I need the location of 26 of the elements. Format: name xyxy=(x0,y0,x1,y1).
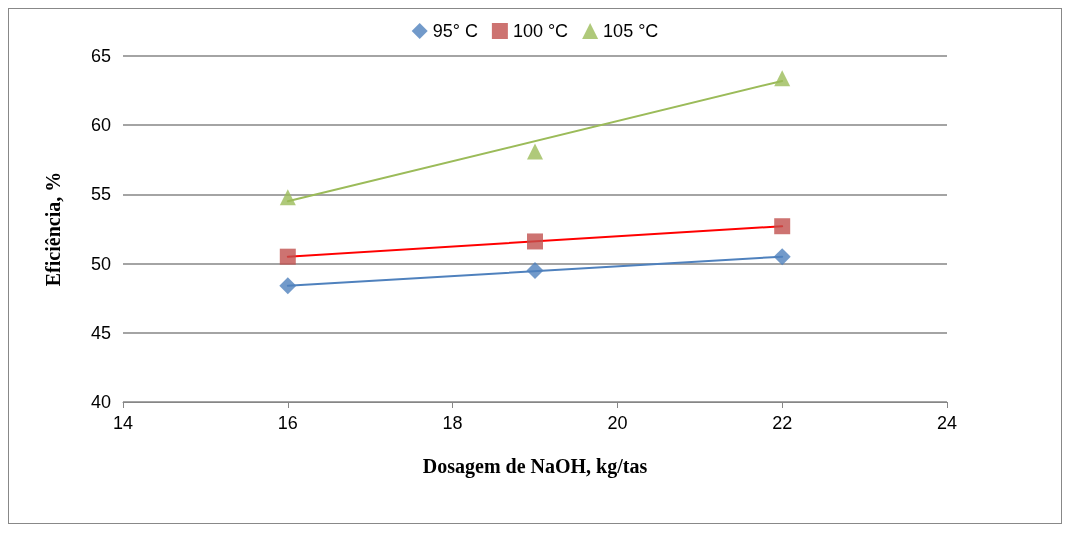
y-tick-label: 60 xyxy=(90,115,111,136)
legend-label: 105 °C xyxy=(603,21,659,41)
x-tick-label: 22 xyxy=(772,413,793,433)
point xyxy=(279,189,296,206)
point xyxy=(279,277,297,295)
x-tick-label: 20 xyxy=(607,413,628,433)
point xyxy=(773,248,791,266)
point xyxy=(774,218,791,235)
y-axis-title: Eficiência, % xyxy=(42,171,64,287)
x-tick-label: 18 xyxy=(442,413,463,433)
point xyxy=(527,143,543,160)
y-tick-label: 40 xyxy=(90,392,111,412)
legend-label: 100 °C xyxy=(512,21,569,41)
y-tick-label: 45 xyxy=(90,322,111,343)
x-tick-label: 16 xyxy=(277,413,298,433)
point xyxy=(279,248,296,265)
point xyxy=(527,233,543,250)
x-tick-label: 24 xyxy=(936,413,958,433)
x-tick-label: 14 xyxy=(112,413,134,433)
x-axis-title: Dosagem de NaOH, kg/tas xyxy=(422,455,648,478)
y-tick-label: 55 xyxy=(90,184,111,205)
y-tick-label: 65 xyxy=(90,46,111,66)
y-tick-label: 50 xyxy=(90,253,111,274)
point xyxy=(774,70,791,87)
point xyxy=(526,262,544,280)
legend-label: 95° C xyxy=(432,21,478,41)
